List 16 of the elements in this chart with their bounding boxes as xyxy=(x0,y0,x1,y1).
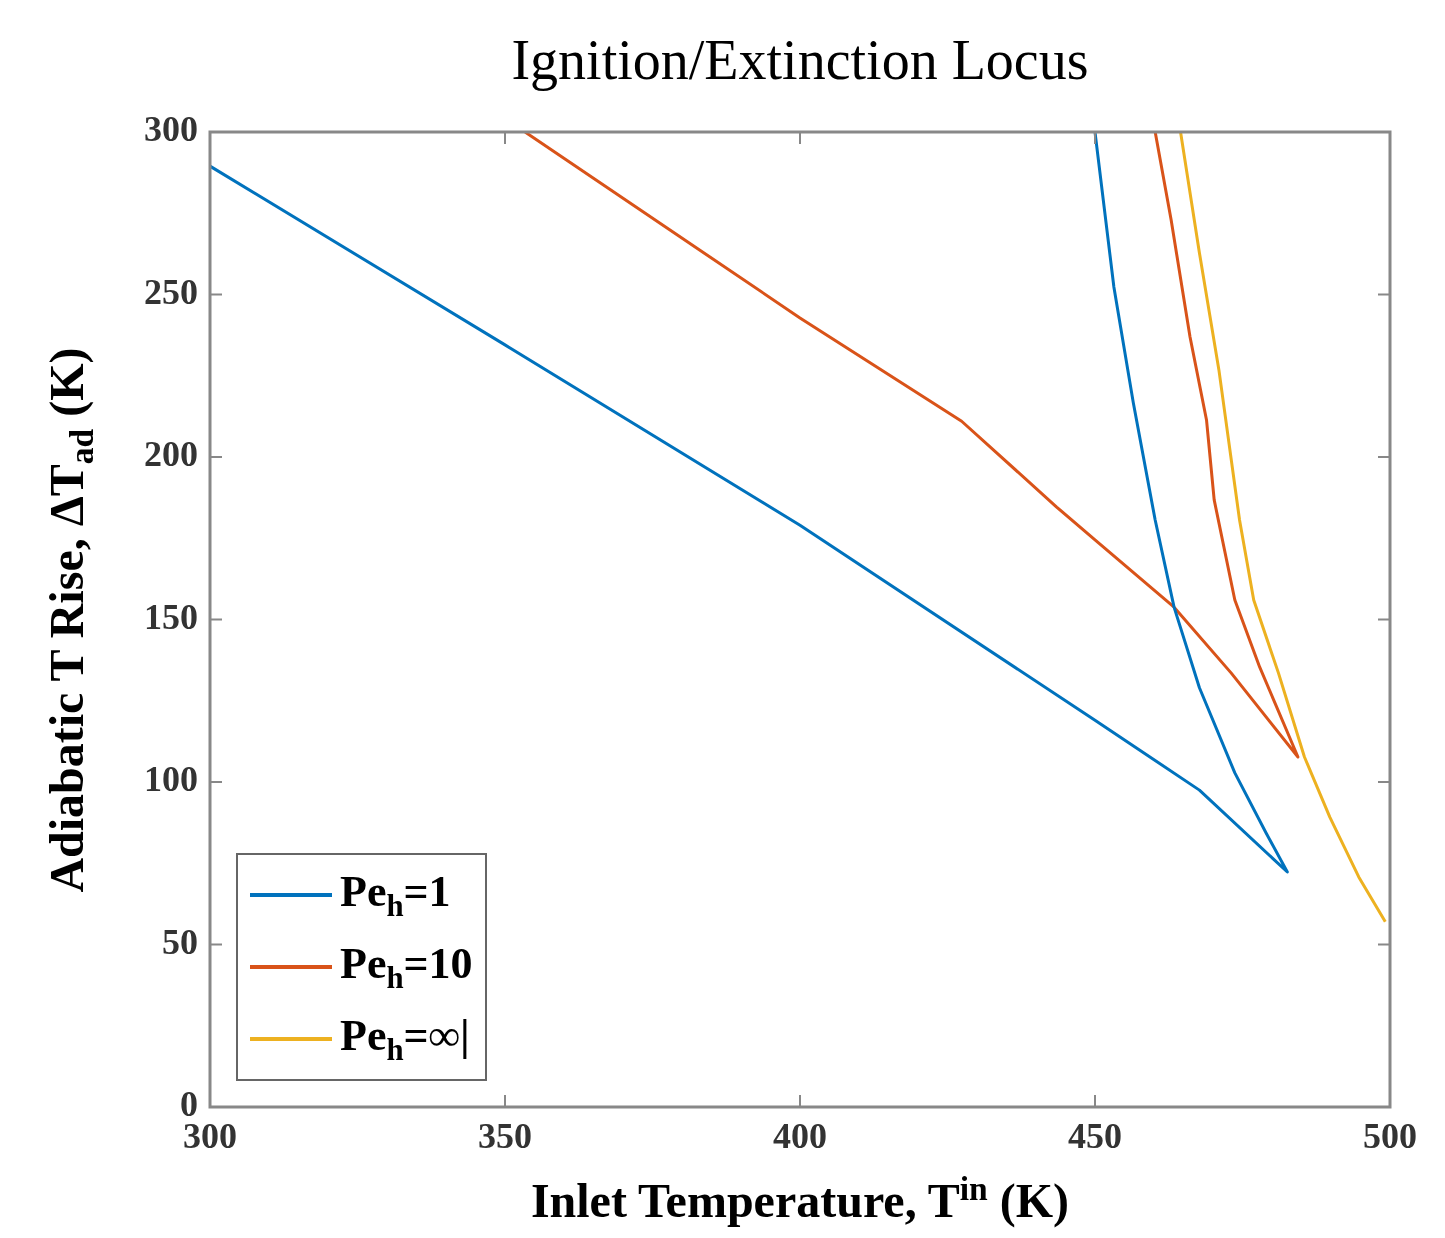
x-axis-title: Inlet Temperature, T$^{in}$ (K) xyxy=(529,1170,1071,1228)
y-tick-label: 50 xyxy=(162,921,198,962)
x-tick-label: 500 xyxy=(1363,1115,1417,1156)
x-tick-label: 400 xyxy=(773,1115,827,1156)
legend-label: Pe$_{h}$=∞| xyxy=(340,1010,470,1068)
y-tick-label: 150 xyxy=(144,596,198,637)
legend-label: Pe$_{h}$=1 xyxy=(340,866,451,924)
chart-title: Ignition/Extinction Locus xyxy=(510,28,1090,92)
y-tick-label: 250 xyxy=(144,271,198,312)
y-tick-label: 100 xyxy=(144,759,198,800)
y-tick-label: 200 xyxy=(144,434,198,475)
x-tick-label: 450 xyxy=(1068,1115,1122,1156)
x-tick-label: 350 xyxy=(478,1115,532,1156)
legend-label: Pe$_{h}$=10 xyxy=(340,938,473,996)
y-tick-label: 0 xyxy=(180,1084,198,1125)
y-tick-label: 300 xyxy=(144,109,198,150)
